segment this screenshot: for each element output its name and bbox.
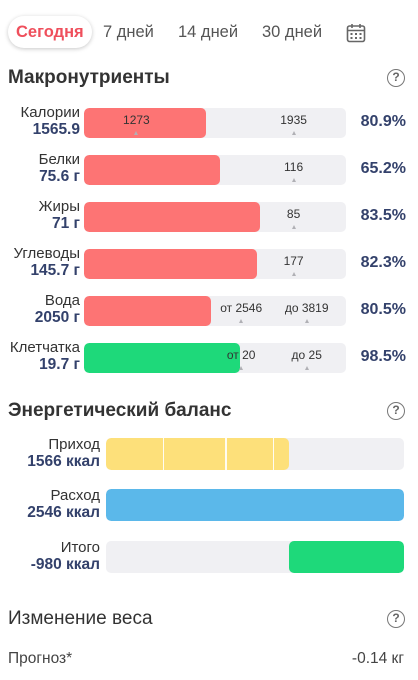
macro-max-tick — [291, 272, 296, 276]
macro-progress-track: 85 — [84, 202, 346, 232]
macro-label: Вода 2050 г — [35, 292, 80, 326]
energy-title: Энергетический баланс — [8, 400, 232, 421]
macro-max-marker: 85 — [286, 207, 301, 221]
macro-max-marker: 116 — [284, 160, 304, 174]
macro-row: Калории 1565.9 1273 1935 80.9% — [0, 104, 418, 148]
macro-percent: 82.3% — [360, 254, 406, 271]
energy-bar-track — [106, 489, 404, 521]
macro-label: Калории 1565.9 — [21, 104, 80, 138]
energy-value: 1566 ккал — [27, 453, 100, 470]
macro-percent: 80.5% — [360, 301, 406, 318]
macro-name: Вода — [44, 292, 80, 309]
macro-row: Углеводы 145.7 г 177 82.3% — [0, 245, 418, 289]
energy-name: Расход — [50, 487, 100, 504]
energy-label: Приход 1566 ккал — [27, 436, 100, 470]
macro-name: Жиры — [38, 198, 80, 215]
energy-row: Итого -980 ккал — [0, 539, 418, 585]
macro-progress-fill — [84, 343, 240, 373]
forecast-label: Прогноз* — [8, 650, 73, 667]
energy-name: Итого — [60, 539, 100, 556]
macro-label: Белки 75.6 г — [39, 151, 80, 185]
energy-bar-track — [106, 438, 404, 470]
macros-help-icon[interactable]: ? — [387, 69, 405, 87]
macro-min-marker: от 20 — [226, 348, 256, 362]
tab-7-days[interactable]: 7 дней — [103, 23, 154, 41]
weight-help-icon[interactable]: ? — [387, 610, 405, 628]
energy-label: Итого -980 ккал — [31, 539, 100, 573]
macro-name: Углеводы — [13, 245, 80, 262]
macro-max-tick — [304, 366, 309, 370]
macro-name: Калории — [20, 104, 80, 121]
macro-value: 1565.9 — [32, 121, 80, 138]
macro-percent: 98.5% — [360, 348, 406, 365]
macro-progress-fill — [84, 249, 257, 279]
energy-value: -980 ккал — [30, 556, 100, 573]
macro-min-marker: от 2546 — [220, 301, 263, 315]
macro-row: Жиры 71 г 85 83.5% — [0, 198, 418, 242]
macro-progress-fill — [84, 202, 260, 232]
macro-progress-track: от 20 до 25 — [84, 343, 346, 373]
macro-row: Белки 75.6 г 116 65.2% — [0, 151, 418, 195]
macro-name: Белки — [38, 151, 80, 168]
macro-name: Клетчатка — [9, 339, 80, 356]
macro-max-marker: 177 — [283, 254, 304, 268]
macro-row: Вода 2050 г от 2546 до 3819 80.5% — [0, 292, 418, 336]
macro-max-marker: 1935 — [280, 113, 307, 127]
weight-title: Изменение веса — [8, 608, 153, 629]
macro-value: 19.7 г — [39, 356, 80, 373]
macro-max-tick — [291, 131, 296, 135]
tab-14-days[interactable]: 14 дней — [178, 23, 239, 41]
macro-percent: 80.9% — [360, 113, 406, 130]
macro-progress-fill — [84, 296, 212, 326]
macro-label: Жиры 71 г — [39, 198, 80, 232]
macro-progress-track: 177 — [84, 249, 346, 279]
energy-name: Приход — [48, 436, 100, 453]
macro-value: 145.7 г — [30, 262, 80, 279]
forecast-value: -0.14 кг — [351, 650, 404, 667]
macro-min-tick — [239, 319, 244, 323]
energy-row: Приход 1566 ккал — [0, 436, 418, 482]
macro-row: Клетчатка 19.7 г от 20 до 25 98.5% — [0, 339, 418, 383]
macros-title: Макронутриенты — [8, 67, 170, 88]
macro-percent: 83.5% — [360, 207, 406, 224]
energy-label: Расход 2546 ккал — [27, 487, 100, 521]
macro-value: 2050 г — [34, 309, 80, 326]
macro-max-tick — [291, 225, 296, 229]
macro-max-marker: до 3819 — [284, 301, 329, 315]
energy-segment-divider — [225, 438, 227, 470]
macro-min-tick — [134, 131, 139, 135]
macro-label: Клетчатка 19.7 г — [10, 339, 80, 373]
macro-progress-fill — [84, 108, 206, 138]
tab-today[interactable]: Сегодня — [8, 16, 92, 48]
macro-max-tick — [291, 178, 296, 182]
energy-bar-fill — [289, 541, 404, 573]
macro-progress-track: 116 — [84, 155, 346, 185]
energy-row: Расход 2546 ккал — [0, 487, 418, 533]
macro-percent: 65.2% — [360, 160, 406, 177]
energy-bar-fill — [106, 489, 404, 521]
macro-min-marker: 1273 — [123, 113, 150, 127]
energy-help-icon[interactable]: ? — [387, 402, 405, 420]
period-tabs: Сегодня 7 дней 14 дней 30 дней — [6, 16, 418, 50]
macro-max-tick — [304, 319, 309, 323]
energy-value: 2546 ккал — [27, 504, 100, 521]
tab-30-days[interactable]: 30 дней — [262, 23, 323, 41]
macro-label: Углеводы 145.7 г — [14, 245, 80, 279]
macro-progress-track: от 2546 до 3819 — [84, 296, 346, 326]
macro-min-tick — [239, 366, 244, 370]
energy-bar-track — [106, 541, 404, 573]
macro-value: 75.6 г — [39, 168, 80, 185]
macro-progress-fill — [84, 155, 221, 185]
energy-bar-fill — [106, 438, 290, 470]
calendar-icon[interactable] — [346, 23, 366, 43]
macro-progress-track: 1273 1935 — [84, 108, 346, 138]
macro-max-marker: до 25 — [291, 348, 322, 362]
energy-segment-divider — [162, 438, 165, 470]
energy-segment-divider — [272, 438, 275, 470]
macro-value: 71 г — [51, 215, 80, 232]
